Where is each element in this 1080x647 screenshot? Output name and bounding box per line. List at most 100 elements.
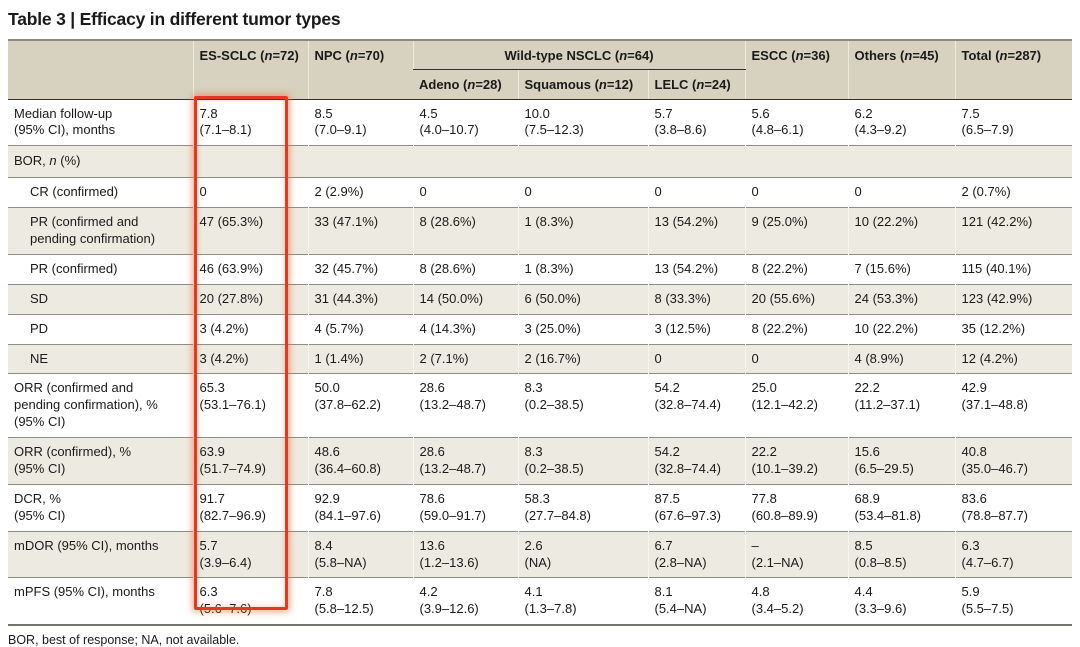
data-cell: 35 (12.2%) [954, 313, 1073, 345]
row-label: PR (confirmed and pending confirmation) [8, 207, 193, 255]
data-cell: 10 (22.2%) [847, 313, 956, 345]
table-row: PR (confirmed) 46 (63.9%) 32 (45.7%) 8 (28.… [8, 253, 1073, 285]
data-cell: 3 (12.5%) [647, 313, 746, 345]
table-row: PD 3 (4.2%) 4 (5.7%) 4 (14.3%) 3 (25.0%) 3 (1… [8, 313, 1073, 345]
data-cell: 15.6 (6.5–29.5) [847, 437, 956, 485]
data-cell: 83.6 (78.8–87.7) [954, 483, 1073, 532]
data-cell: 42.9 (37.1–48.8) [954, 373, 1073, 438]
table-row: mPFS (95% CI), months 6.3 (5.6–7.6) 7.8 (5… [8, 577, 1073, 626]
data-cell: 58.3 (27.7–84.8) [517, 483, 648, 532]
data-cell: 4 (8.9%) [847, 343, 956, 374]
data-cell: 121 (42.2%) [954, 207, 1073, 255]
data-cell: 2 (16.7%) [517, 343, 648, 374]
column-header: NPC (n=70) [307, 40, 413, 100]
column-header [8, 40, 193, 100]
data-cell: 8 (28.6%) [412, 207, 518, 255]
column-subheader: Adeno (n=28) [413, 69, 518, 100]
column-header: ESCC (n=36) [744, 40, 849, 100]
row-label: SD [8, 283, 193, 315]
data-cell: 6.2 (4.3–9.2) [847, 98, 956, 146]
data-cell: 115 (40.1%) [954, 253, 1073, 285]
data-cell: 6.7 (2.8–NA) [647, 530, 746, 578]
data-cell: 8 (22.2%) [744, 313, 849, 345]
row-label: mPFS (95% CI), months [8, 577, 193, 626]
data-cell: 50.0 (37.8–62.2) [307, 373, 413, 438]
header-row-sub: Adeno (n=28) Squamous (n=12) LELC (n=24) [8, 69, 1072, 100]
data-cell: 4.4 (3.3–9.6) [847, 577, 956, 626]
data-cell: 8.3 (0.2–38.5) [517, 373, 648, 438]
column-header: Others (n=45) [847, 40, 956, 100]
row-label: DCR, % (95% CI) [8, 483, 193, 532]
data-cell: 2.6 (NA) [517, 530, 648, 578]
column-header: Total (n=287) [954, 40, 1073, 100]
data-cell: 32 (45.7%) [307, 253, 413, 285]
data-cell: 8.1 (5.4–NA) [647, 577, 746, 626]
data-cell: 22.2 (11.2–37.1) [847, 373, 956, 438]
column-group-header: Wild-type NSCLC (n=64) [412, 40, 746, 71]
data-cell: 2 (2.9%) [307, 177, 413, 208]
data-cell: 5.7 (3.9–6.4) [192, 530, 308, 578]
data-cell: 14 (50.0%) [412, 283, 518, 315]
data-cell: 54.2 (32.8–74.4) [647, 373, 746, 438]
data-cell: 5.9 (5.5–7.5) [954, 577, 1073, 626]
data-cell: 91.7 (82.7–96.9) [192, 483, 308, 532]
data-cell: 48.6 (36.4–60.8) [307, 437, 413, 485]
data-cell: 3 (4.2%) [192, 343, 308, 374]
data-cell: 8.5 (7.0–9.1) [307, 98, 413, 146]
data-cell: 31 (44.3%) [307, 283, 413, 315]
data-cell: 7 (15.6%) [847, 253, 956, 285]
data-cell: 78.6 (59.0–91.7) [412, 483, 518, 532]
efficacy-table: ES-SCLC (n=72) NPC (n=70) Wild-type NSCLC … [8, 39, 1073, 627]
data-cell: 8.3 (0.2–38.5) [517, 437, 648, 485]
data-cell: 1 (8.3%) [517, 207, 648, 255]
header-row-top: ES-SCLC (n=72) NPC (n=70) Wild-type NSCLC … [8, 40, 1073, 100]
data-cell: 46 (63.9%) [192, 253, 308, 285]
data-cell: 0 [744, 343, 849, 374]
table-row: Median follow-up (95% CI), months 7.8 (7.… [8, 98, 1073, 146]
row-label: BOR, n (%) [8, 145, 1073, 178]
data-cell: 8.5 (0.8–8.5) [847, 530, 956, 578]
data-cell: 0 [847, 177, 956, 208]
table-body: Median follow-up (95% CI), months 7.8 (7.… [8, 98, 1073, 626]
data-cell: 0 [192, 177, 308, 208]
column-header: ES-SCLC (n=72) [192, 40, 308, 100]
data-cell: – (2.1–NA) [744, 530, 849, 578]
data-cell: 4.8 (3.4–5.2) [744, 577, 849, 626]
table-row: ORR (confirmed), % (95% CI) 63.9 (51.7–74… [8, 437, 1073, 485]
row-label: Median follow-up (95% CI), months [8, 98, 193, 146]
data-cell: 13.6 (1.2–13.6) [412, 530, 518, 578]
data-cell: 4 (5.7%) [307, 313, 413, 345]
data-cell: 7.8 (5.8–12.5) [307, 577, 413, 626]
data-cell: 0 [412, 177, 518, 208]
section-row: BOR, n (%) [8, 145, 1073, 178]
row-label: PR (confirmed) [8, 253, 193, 285]
data-cell: 33 (47.1%) [307, 207, 413, 255]
data-cell: 5.6 (4.8–6.1) [744, 98, 849, 146]
data-cell: 3 (4.2%) [192, 313, 308, 345]
data-cell: 28.6 (13.2–48.7) [412, 373, 518, 438]
data-cell: 1 (1.4%) [307, 343, 413, 374]
row-label: PD [8, 313, 193, 345]
data-cell: 0 [647, 177, 746, 208]
data-cell: 4.5 (4.0–10.7) [412, 98, 518, 146]
data-cell: 4.2 (3.9–12.6) [412, 577, 518, 626]
data-cell: 87.5 (67.6–97.3) [647, 483, 746, 532]
data-cell: 25.0 (12.1–42.2) [744, 373, 849, 438]
row-label: ORR (confirmed), % (95% CI) [8, 437, 193, 485]
data-cell: 12 (4.2%) [954, 343, 1073, 374]
table-row: CR (confirmed) 0 2 (2.9%) 0 0 0 0 0 2 (0.7%) [8, 177, 1073, 208]
row-label: mDOR (95% CI), months [8, 530, 193, 578]
data-cell: 8 (28.6%) [412, 253, 518, 285]
data-cell: 65.3 (53.1–76.1) [192, 373, 308, 438]
data-cell: 3 (25.0%) [517, 313, 648, 345]
table-row: DCR, % (95% CI) 91.7 (82.7–96.9) 92.9 (84.… [8, 483, 1073, 532]
table-title: Table 3 | Efficacy in different tumor ty… [8, 9, 341, 29]
table-wrapper: ES-SCLC (n=72) NPC (n=70) Wild-type NSCLC … [8, 39, 1073, 627]
data-cell: 47 (65.3%) [192, 207, 308, 255]
table-footnote: BOR, best of response; NA, not available… [8, 633, 240, 647]
data-cell: 68.9 (53.4–81.8) [847, 483, 956, 532]
data-cell: 4 (14.3%) [412, 313, 518, 345]
column-subheader: LELC (n=24) [647, 69, 746, 100]
table-header: ES-SCLC (n=72) NPC (n=70) Wild-type NSCLC … [8, 40, 1073, 100]
data-cell: 13 (54.2%) [647, 207, 746, 255]
